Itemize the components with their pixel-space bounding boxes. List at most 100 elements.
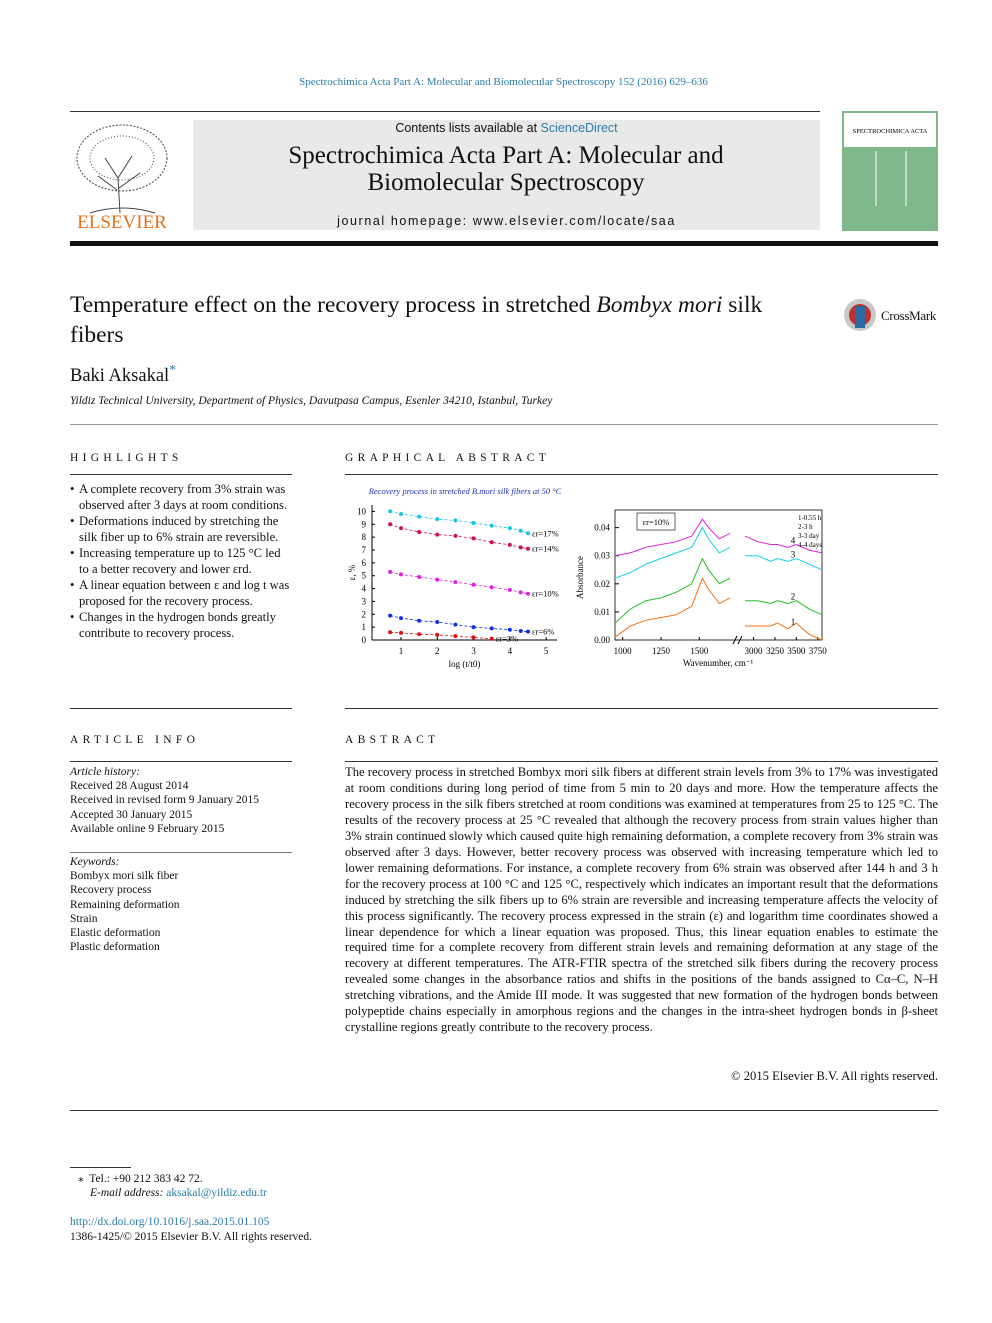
contents-prefix: Contents lists available at bbox=[395, 121, 538, 135]
author-mark[interactable]: * bbox=[169, 363, 177, 378]
homepage-line: journal homepage: www.elsevier.com/locat… bbox=[193, 214, 820, 228]
article-history: Article history: Received 28 August 2014 R… bbox=[70, 765, 292, 836]
x-tick-label: 1000 bbox=[614, 646, 633, 656]
publisher-name: ELSEVIER bbox=[77, 212, 167, 233]
y-tick-label: 0.01 bbox=[594, 607, 610, 617]
y-tick-label: 9 bbox=[362, 519, 367, 529]
axis-break bbox=[732, 635, 743, 645]
highlights-list: A complete recovery from 3% strain was o… bbox=[70, 481, 292, 641]
keyword: Strain bbox=[70, 912, 98, 925]
curve-tag: 2 bbox=[791, 591, 796, 601]
data-point bbox=[471, 582, 476, 587]
email[interactable]: aksakal@yildiz.edu.tr bbox=[166, 1187, 267, 1199]
legend-entry: 3-3 day bbox=[798, 532, 820, 540]
highlight-item: Changes in the hydrogen bonds greatly co… bbox=[70, 609, 292, 641]
footnote-tel: ⁎ Tel.: +90 212 383 42 72. bbox=[78, 1171, 203, 1185]
email-label: E-mail address: bbox=[90, 1187, 164, 1199]
legend-entry: 2-3 h bbox=[798, 523, 813, 531]
data-point bbox=[435, 532, 440, 537]
data-point bbox=[471, 625, 476, 630]
fit-line bbox=[390, 511, 529, 534]
y-tick-label: 10 bbox=[357, 506, 367, 516]
data-point bbox=[417, 514, 422, 519]
homepage-url[interactable]: www.elsevier.com/locate/saa bbox=[472, 214, 676, 228]
keywords: Keywords: Bombyx mori silk fiber Recovery … bbox=[70, 855, 292, 954]
footnote-mark: ⁎ bbox=[78, 1173, 84, 1185]
series-label: εr=10% bbox=[532, 589, 559, 599]
title-part: silk fibers bbox=[70, 292, 763, 348]
history-item: Received in revised form 9 January 2015 bbox=[70, 794, 260, 807]
y-axis-label: Absorbance bbox=[575, 556, 585, 599]
x-tick-label: 2 bbox=[435, 646, 440, 656]
data-point bbox=[417, 575, 422, 579]
data-point bbox=[471, 521, 476, 525]
affiliation: Yildiz Technical University, Department … bbox=[70, 395, 553, 407]
author: Baki Aksakal bbox=[70, 366, 170, 387]
y-tick-label: 0.02 bbox=[594, 579, 610, 589]
history-label: Article history: bbox=[70, 766, 140, 778]
data-point bbox=[525, 531, 530, 536]
fit-line bbox=[390, 615, 529, 633]
y-tick-label: 4 bbox=[362, 584, 367, 594]
curve-tag: 4 bbox=[791, 535, 796, 545]
x-axis-label: log (t/t0) bbox=[449, 659, 481, 669]
cover-title: SPECTROCHIMICA ACTA bbox=[853, 128, 928, 135]
annotation-box bbox=[636, 512, 676, 531]
curve-tag: 3 bbox=[791, 549, 796, 559]
curve-tag: 1 bbox=[791, 617, 796, 627]
spectrum-line bbox=[614, 518, 823, 557]
x-axis-label: Wavenumber, cm⁻¹ bbox=[683, 658, 754, 668]
tel: Tel.: +90 212 383 42 72. bbox=[89, 1173, 203, 1185]
fit-line bbox=[390, 631, 492, 640]
legend-entry: 4-4 days bbox=[798, 541, 822, 549]
crossmark-icon[interactable] bbox=[843, 297, 879, 333]
fit-line bbox=[390, 523, 529, 550]
y-tick-label: 6 bbox=[362, 558, 367, 568]
x-tick-label: 3250 bbox=[766, 646, 785, 656]
section-heading: HIGHLIGHTS bbox=[70, 452, 183, 464]
x-tick-label: 1 bbox=[399, 646, 404, 656]
data-point bbox=[489, 540, 494, 545]
plot-frame bbox=[614, 509, 823, 641]
data-point bbox=[471, 536, 476, 541]
section-heading: GRAPHICAL ABSTRACT bbox=[345, 452, 551, 464]
homepage-label: journal homepage: bbox=[337, 214, 468, 228]
header-rule bbox=[70, 241, 938, 246]
spectrum-line bbox=[614, 526, 823, 579]
y-tick-label: 7 bbox=[362, 545, 367, 555]
data-point bbox=[417, 618, 422, 623]
footnote-email: E-mail address: aksakal@yildiz.edu.tr bbox=[90, 1187, 267, 1199]
fit-line bbox=[390, 571, 529, 595]
data-point bbox=[525, 546, 530, 551]
y-tick-label: 0.04 bbox=[594, 523, 610, 533]
keyword: Elastic deformation bbox=[70, 927, 161, 940]
crossmark-label[interactable]: CrossMark bbox=[881, 308, 937, 323]
y-tick-label: 3 bbox=[362, 596, 367, 606]
y-tick-label: 5 bbox=[362, 571, 367, 581]
keyword: Remaining deformation bbox=[70, 898, 180, 911]
x-tick-label: 3000 bbox=[745, 646, 764, 656]
y-tick-label: 0.03 bbox=[594, 551, 610, 561]
highlight-item: A linear equation between ε and log t wa… bbox=[70, 577, 292, 609]
title-part: Bombyx mori bbox=[596, 292, 723, 318]
title-part: Temperature effect on the recovery proce… bbox=[70, 292, 597, 318]
chart-title: Recovery process in stretched B.mori sil… bbox=[368, 486, 562, 496]
sciencedirect-link[interactable]: ScienceDirect bbox=[540, 121, 618, 135]
publisher-logo: ELSEVIER bbox=[76, 124, 168, 233]
author-line: Baki Aksakal* bbox=[70, 363, 176, 387]
section-heading: ARTICLE INFO bbox=[70, 734, 200, 746]
annotation: εr=10% bbox=[643, 517, 670, 527]
contents-line: Contents lists available at ScienceDirec… bbox=[193, 121, 820, 135]
series-label: εr=17% bbox=[532, 528, 559, 538]
history-item: Available online 9 February 2015 bbox=[70, 822, 225, 835]
y-tick-label: 1 bbox=[362, 622, 367, 632]
highlight-item: Increasing temperature up to 125 °C led … bbox=[70, 545, 292, 577]
keyword: Recovery process bbox=[70, 884, 152, 897]
history-item: Accepted 30 January 2015 bbox=[70, 808, 193, 821]
data-point bbox=[525, 629, 530, 634]
doi[interactable]: http://dx.doi.org/10.1016/j.saa.2015.01.… bbox=[70, 1216, 270, 1228]
citation[interactable]: Spectrochimica Acta Part A: Molecular an… bbox=[299, 76, 708, 88]
issn: 1386-1425/© 2015 Elsevier B.V. All right… bbox=[70, 1231, 313, 1243]
y-tick-label: 2 bbox=[362, 609, 367, 619]
